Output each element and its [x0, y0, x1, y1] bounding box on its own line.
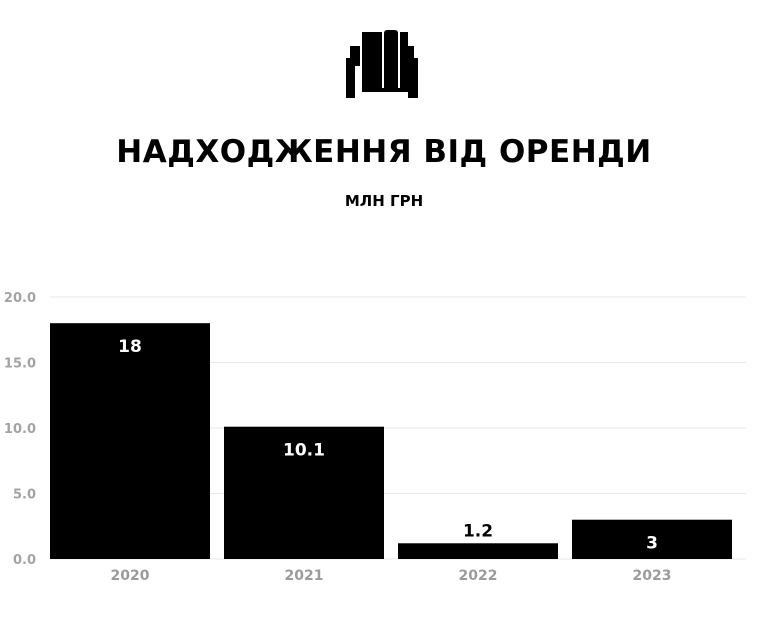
bar [398, 543, 558, 559]
bar-value-label: 10.1 [283, 441, 325, 461]
bar [224, 426, 384, 559]
bar [572, 519, 732, 559]
x-tick-label: 2022 [459, 568, 498, 584]
bar-value-label: 1.2 [463, 521, 493, 541]
y-tick-label: 10.0 [4, 422, 36, 437]
building-columns-logo-icon [346, 30, 418, 98]
bar-value-label: 3 [646, 534, 658, 554]
y-tick-label: 20.0 [4, 291, 36, 306]
chart-title: НАДХОДЖЕННЯ ВІД ОРЕНДИ [116, 134, 652, 170]
x-tick-label: 2023 [633, 568, 672, 584]
bar-chart: 0.0 5.0 10.0 15.0 20.0 18 2020 10.1 2021 1.2 2022 3… [4, 291, 746, 584]
bar [50, 323, 210, 559]
y-tick-label: 15.0 [4, 357, 36, 372]
chart-subtitle: МЛН ГРН [344, 192, 424, 210]
bar-value-label: 18 [118, 337, 142, 357]
x-tick-label: 2021 [285, 568, 324, 584]
y-tick-label: 5.0 [13, 488, 36, 503]
x-tick-label: 2020 [111, 568, 150, 584]
y-tick-label: 0.0 [13, 553, 36, 568]
